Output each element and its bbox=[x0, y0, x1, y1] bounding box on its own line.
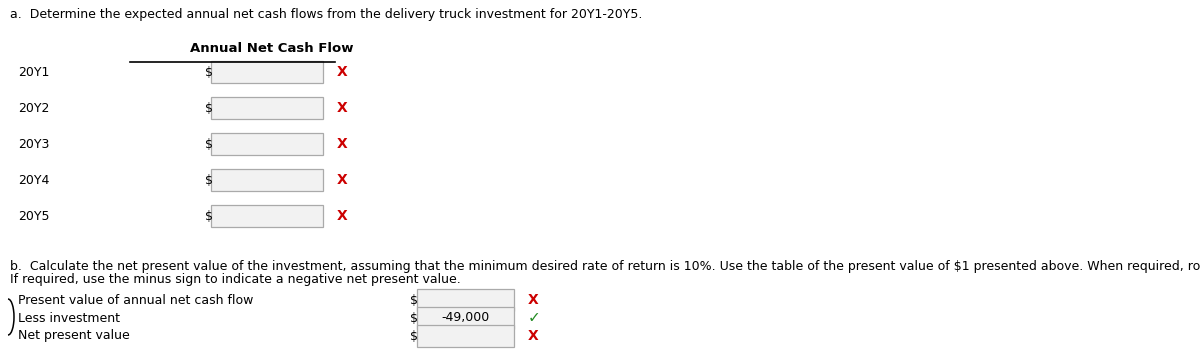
Text: ✓: ✓ bbox=[528, 310, 541, 325]
Text: $: $ bbox=[410, 311, 418, 324]
Text: Net present value: Net present value bbox=[18, 329, 130, 342]
Text: $: $ bbox=[410, 293, 418, 306]
Text: $: $ bbox=[205, 66, 214, 78]
Text: X: X bbox=[528, 329, 539, 343]
Text: If required, use the minus sign to indicate a negative net present value.: If required, use the minus sign to indic… bbox=[10, 273, 461, 286]
Text: Less investment: Less investment bbox=[18, 311, 120, 324]
FancyBboxPatch shape bbox=[418, 325, 514, 347]
Text: X: X bbox=[337, 137, 348, 151]
Text: X: X bbox=[337, 65, 348, 79]
FancyBboxPatch shape bbox=[418, 307, 514, 329]
FancyBboxPatch shape bbox=[211, 97, 323, 119]
Text: X: X bbox=[337, 173, 348, 187]
Text: X: X bbox=[337, 209, 348, 223]
Text: -49,000: -49,000 bbox=[442, 311, 490, 324]
Text: X: X bbox=[337, 101, 348, 115]
FancyBboxPatch shape bbox=[418, 289, 514, 311]
Text: a.  Determine the expected annual net cash flows from the delivery truck investm: a. Determine the expected annual net cas… bbox=[10, 8, 642, 21]
Text: X: X bbox=[528, 293, 539, 307]
Text: 20Y4: 20Y4 bbox=[18, 174, 49, 186]
Text: 20Y1: 20Y1 bbox=[18, 66, 49, 78]
Text: Present value of annual net cash flow: Present value of annual net cash flow bbox=[18, 293, 253, 306]
Text: b.  Calculate the net present value of the investment, assuming that the minimum: b. Calculate the net present value of th… bbox=[10, 260, 1200, 273]
Text: $: $ bbox=[205, 138, 214, 150]
Text: $: $ bbox=[205, 210, 214, 222]
FancyBboxPatch shape bbox=[211, 133, 323, 155]
Text: $: $ bbox=[410, 329, 418, 342]
FancyBboxPatch shape bbox=[211, 61, 323, 83]
Text: 20Y5: 20Y5 bbox=[18, 210, 49, 222]
Text: 20Y2: 20Y2 bbox=[18, 102, 49, 114]
Text: $: $ bbox=[205, 102, 214, 114]
Text: $: $ bbox=[205, 174, 214, 186]
Text: Annual Net Cash Flow: Annual Net Cash Flow bbox=[191, 42, 354, 55]
Text: 20Y3: 20Y3 bbox=[18, 138, 49, 150]
FancyBboxPatch shape bbox=[211, 169, 323, 191]
FancyBboxPatch shape bbox=[211, 205, 323, 227]
